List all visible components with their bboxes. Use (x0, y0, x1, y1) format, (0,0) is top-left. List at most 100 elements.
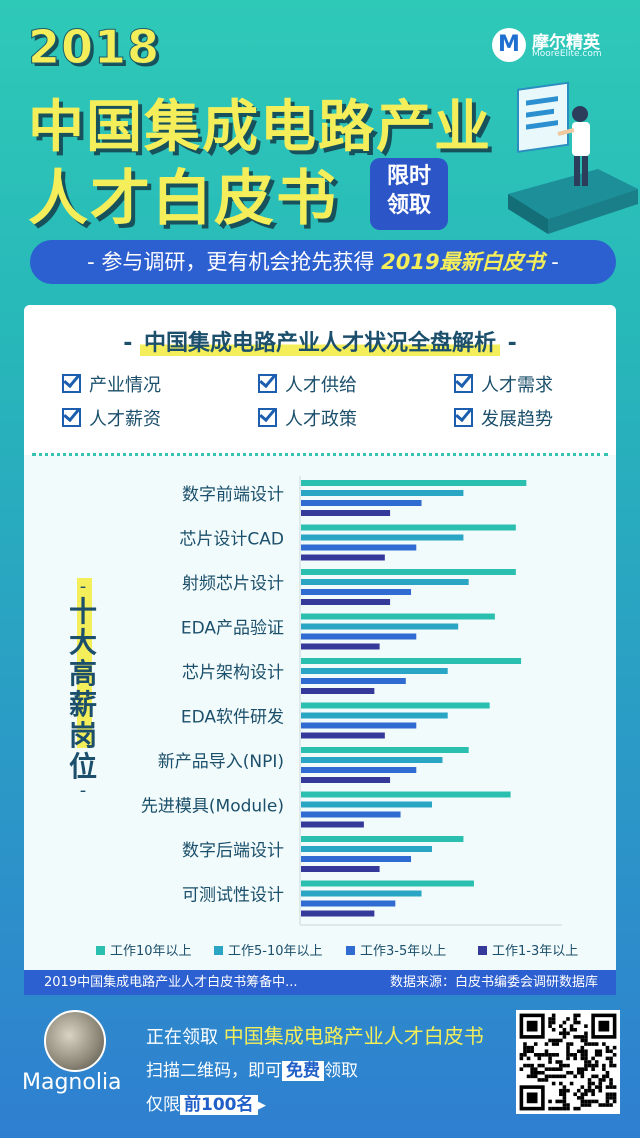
bar (301, 910, 375, 917)
bar (301, 668, 448, 674)
check-item-label: 人才政策 (285, 409, 357, 430)
bar (301, 490, 464, 496)
check-item: 人才需求 (454, 371, 553, 397)
bar (301, 643, 380, 650)
bar (301, 801, 432, 808)
vertical-label-char: 岗 (68, 719, 97, 752)
bar (301, 777, 391, 783)
limited-time-badge: 限时 领取 (370, 158, 448, 230)
bar (301, 678, 406, 684)
data-source: 数据来源：白皮书编委会调研数据库 (389, 975, 598, 990)
vertical-label-char: 大 (68, 626, 97, 659)
bar (301, 757, 443, 763)
category-label: 数字后端设计 (182, 841, 284, 861)
card-title-prefix: - (123, 331, 140, 356)
check-item: 人才政策 (258, 405, 357, 431)
category-label: 芯片设计CAD (179, 530, 284, 550)
check-item: 发展趋势 (454, 405, 553, 431)
legend-swatch (96, 946, 105, 955)
legend-item: 工作3-5年以上 (346, 940, 446, 959)
category-label: EDA软件研发 (181, 708, 284, 728)
checkbox-checked-icon (258, 408, 277, 427)
badge-line-2: 领取 (386, 193, 431, 218)
legend-swatch (346, 946, 355, 955)
person-at-screen-illustration-icon (508, 81, 638, 234)
category-label: 可测试性设计 (182, 886, 284, 906)
category-label: EDA产品验证 (181, 619, 284, 639)
check-item: 人才供给 (258, 371, 357, 397)
category-label: 数字前端设计 (182, 485, 284, 505)
bar (301, 544, 417, 551)
bar (301, 569, 516, 575)
card-title-suffix: - (500, 331, 517, 356)
card-header-area (24, 305, 616, 455)
brand-logo: M 摩尔精英 MooreElite.com (492, 28, 632, 68)
vertical-label-char: 位 (68, 750, 97, 783)
bar (301, 846, 432, 852)
bar (301, 791, 511, 798)
dotted-divider (32, 453, 608, 456)
content-card: - 中国集成电路产业人才状况全盘解析 - 产业情况 人才供给 人才需求 人才薪资… (24, 305, 616, 995)
bar (301, 836, 464, 842)
bar (301, 712, 448, 719)
nickname: Magnolia (22, 1070, 122, 1095)
title-line-2: 人才白皮书 (28, 164, 338, 234)
bar (301, 599, 391, 605)
checkbox-checked-icon (454, 374, 473, 393)
badge-line-1: 限时 (386, 164, 431, 189)
check-item: 人才薪资 (62, 405, 161, 431)
legend-item: 工作10年以上 (96, 940, 192, 959)
checkbox-checked-icon (454, 408, 473, 427)
bar (301, 856, 412, 862)
logo-mark-icon: M (492, 28, 526, 62)
logo-name: 摩尔精英 (532, 33, 600, 53)
bar (301, 633, 417, 640)
category-label: 新产品导入(NPI) (158, 752, 284, 772)
vertical-label-char: 十 (68, 595, 97, 628)
vertical-label-char: 薪 (68, 688, 97, 721)
bar (301, 480, 527, 486)
check-item: 产业情况 (62, 371, 161, 397)
check-item-label: 人才需求 (481, 375, 553, 396)
bar (301, 821, 364, 828)
bar (301, 623, 459, 630)
category-label: 射频芯片设计 (182, 574, 284, 594)
checkbox-checked-icon (62, 374, 81, 393)
vertical-label-text: 十大高薪岗位 (68, 596, 98, 782)
checkbox-checked-icon (62, 408, 81, 427)
bar (301, 702, 490, 709)
bar (301, 890, 422, 897)
limit-line: 仅限 前100名 ▸ (146, 1095, 267, 1115)
banner-prefix: - 参与调研，更有机会抢先获得 (87, 250, 382, 274)
vertical-label-char: 高 (68, 657, 97, 690)
survey-banner[interactable]: - 参与调研，更有机会抢先获得 2019最新白皮书 - (30, 240, 616, 284)
check-item-label: 人才薪资 (89, 409, 161, 430)
card-footer: 2019中国集成电路产业人才白皮书筹备中... 数据来源：白皮书编委会调研数据库 (24, 970, 616, 995)
card-title: - 中国集成电路产业人才状况全盘解析 - (24, 325, 616, 357)
bar (301, 524, 516, 531)
card-title-text: 中国集成电路产业人才状况全盘解析 (139, 331, 500, 356)
legend-label: 工作10年以上 (110, 944, 192, 959)
legend-item: 工作1-3年以上 (478, 940, 578, 959)
legend-item: 工作5-10年以上 (214, 940, 323, 959)
bar (301, 866, 380, 872)
bar (301, 500, 422, 506)
banner-suffix: - (544, 250, 559, 274)
bar (301, 900, 396, 907)
bar (301, 767, 417, 773)
category-label: 先进模具(Module) (141, 797, 284, 817)
qr-code-icon[interactable] (516, 1010, 620, 1114)
bar (301, 747, 469, 753)
bar (301, 811, 401, 818)
bar (301, 589, 412, 595)
bar (301, 534, 464, 541)
bar (301, 658, 522, 664)
claim-line: 正在领取 中国集成电路产业人才白皮书 (146, 1024, 484, 1048)
bar (301, 688, 375, 694)
legend-swatch (214, 946, 223, 955)
scan-line: 扫描二维码，即可 免费 领取 (146, 1061, 358, 1081)
bar (301, 579, 469, 585)
vertical-section-label: - 十大高薪岗位 - (68, 576, 98, 801)
legend-label: 工作5-10年以上 (228, 944, 323, 959)
